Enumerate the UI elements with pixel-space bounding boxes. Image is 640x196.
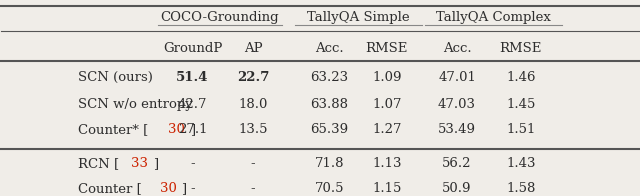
Text: 47.01: 47.01 — [438, 71, 476, 84]
Text: AP: AP — [244, 42, 262, 55]
Text: -: - — [251, 157, 255, 170]
Text: Acc.: Acc. — [443, 42, 471, 55]
Text: 53.49: 53.49 — [438, 123, 476, 136]
Text: 1.45: 1.45 — [506, 98, 536, 111]
Text: 18.0: 18.0 — [239, 98, 268, 111]
Text: 33: 33 — [131, 157, 148, 170]
Text: ]: ] — [190, 123, 195, 136]
Text: 51.4: 51.4 — [176, 71, 209, 84]
Text: SCN w/o entropy: SCN w/o entropy — [78, 98, 193, 111]
Text: 30: 30 — [168, 123, 185, 136]
Text: 1.51: 1.51 — [506, 123, 536, 136]
Text: 50.9: 50.9 — [442, 182, 472, 195]
Text: 56.2: 56.2 — [442, 157, 472, 170]
Text: GroundP: GroundP — [163, 42, 222, 55]
Text: 30: 30 — [160, 182, 177, 195]
Text: 1.09: 1.09 — [372, 71, 402, 84]
Text: 1.58: 1.58 — [506, 182, 536, 195]
Text: ]: ] — [181, 182, 187, 195]
Text: 1.43: 1.43 — [506, 157, 536, 170]
Text: 47.03: 47.03 — [438, 98, 476, 111]
Text: 1.27: 1.27 — [372, 123, 402, 136]
Text: -: - — [190, 182, 195, 195]
Text: 71.8: 71.8 — [315, 157, 344, 170]
Text: 13.5: 13.5 — [238, 123, 268, 136]
Text: 27.1: 27.1 — [178, 123, 207, 136]
Text: 1.46: 1.46 — [506, 71, 536, 84]
Text: Counter* [: Counter* [ — [78, 123, 148, 136]
Text: ]: ] — [152, 157, 157, 170]
Text: SCN (ours): SCN (ours) — [78, 71, 153, 84]
Text: 1.13: 1.13 — [372, 157, 402, 170]
Text: TallyQA Simple: TallyQA Simple — [307, 11, 410, 24]
Text: COCO-Grounding: COCO-Grounding — [160, 11, 278, 24]
Text: -: - — [251, 182, 255, 195]
Text: TallyQA Complex: TallyQA Complex — [436, 11, 551, 24]
Text: 1.15: 1.15 — [372, 182, 401, 195]
Text: 63.88: 63.88 — [310, 98, 349, 111]
Text: RMSE: RMSE — [500, 42, 542, 55]
Text: 65.39: 65.39 — [310, 123, 349, 136]
Text: 42.7: 42.7 — [178, 98, 207, 111]
Text: RCN [: RCN [ — [78, 157, 119, 170]
Text: Acc.: Acc. — [316, 42, 344, 55]
Text: 63.23: 63.23 — [310, 71, 349, 84]
Text: -: - — [190, 157, 195, 170]
Text: 22.7: 22.7 — [237, 71, 269, 84]
Text: 70.5: 70.5 — [315, 182, 344, 195]
Text: RMSE: RMSE — [365, 42, 408, 55]
Text: 1.07: 1.07 — [372, 98, 402, 111]
Text: Counter [: Counter [ — [78, 182, 141, 195]
